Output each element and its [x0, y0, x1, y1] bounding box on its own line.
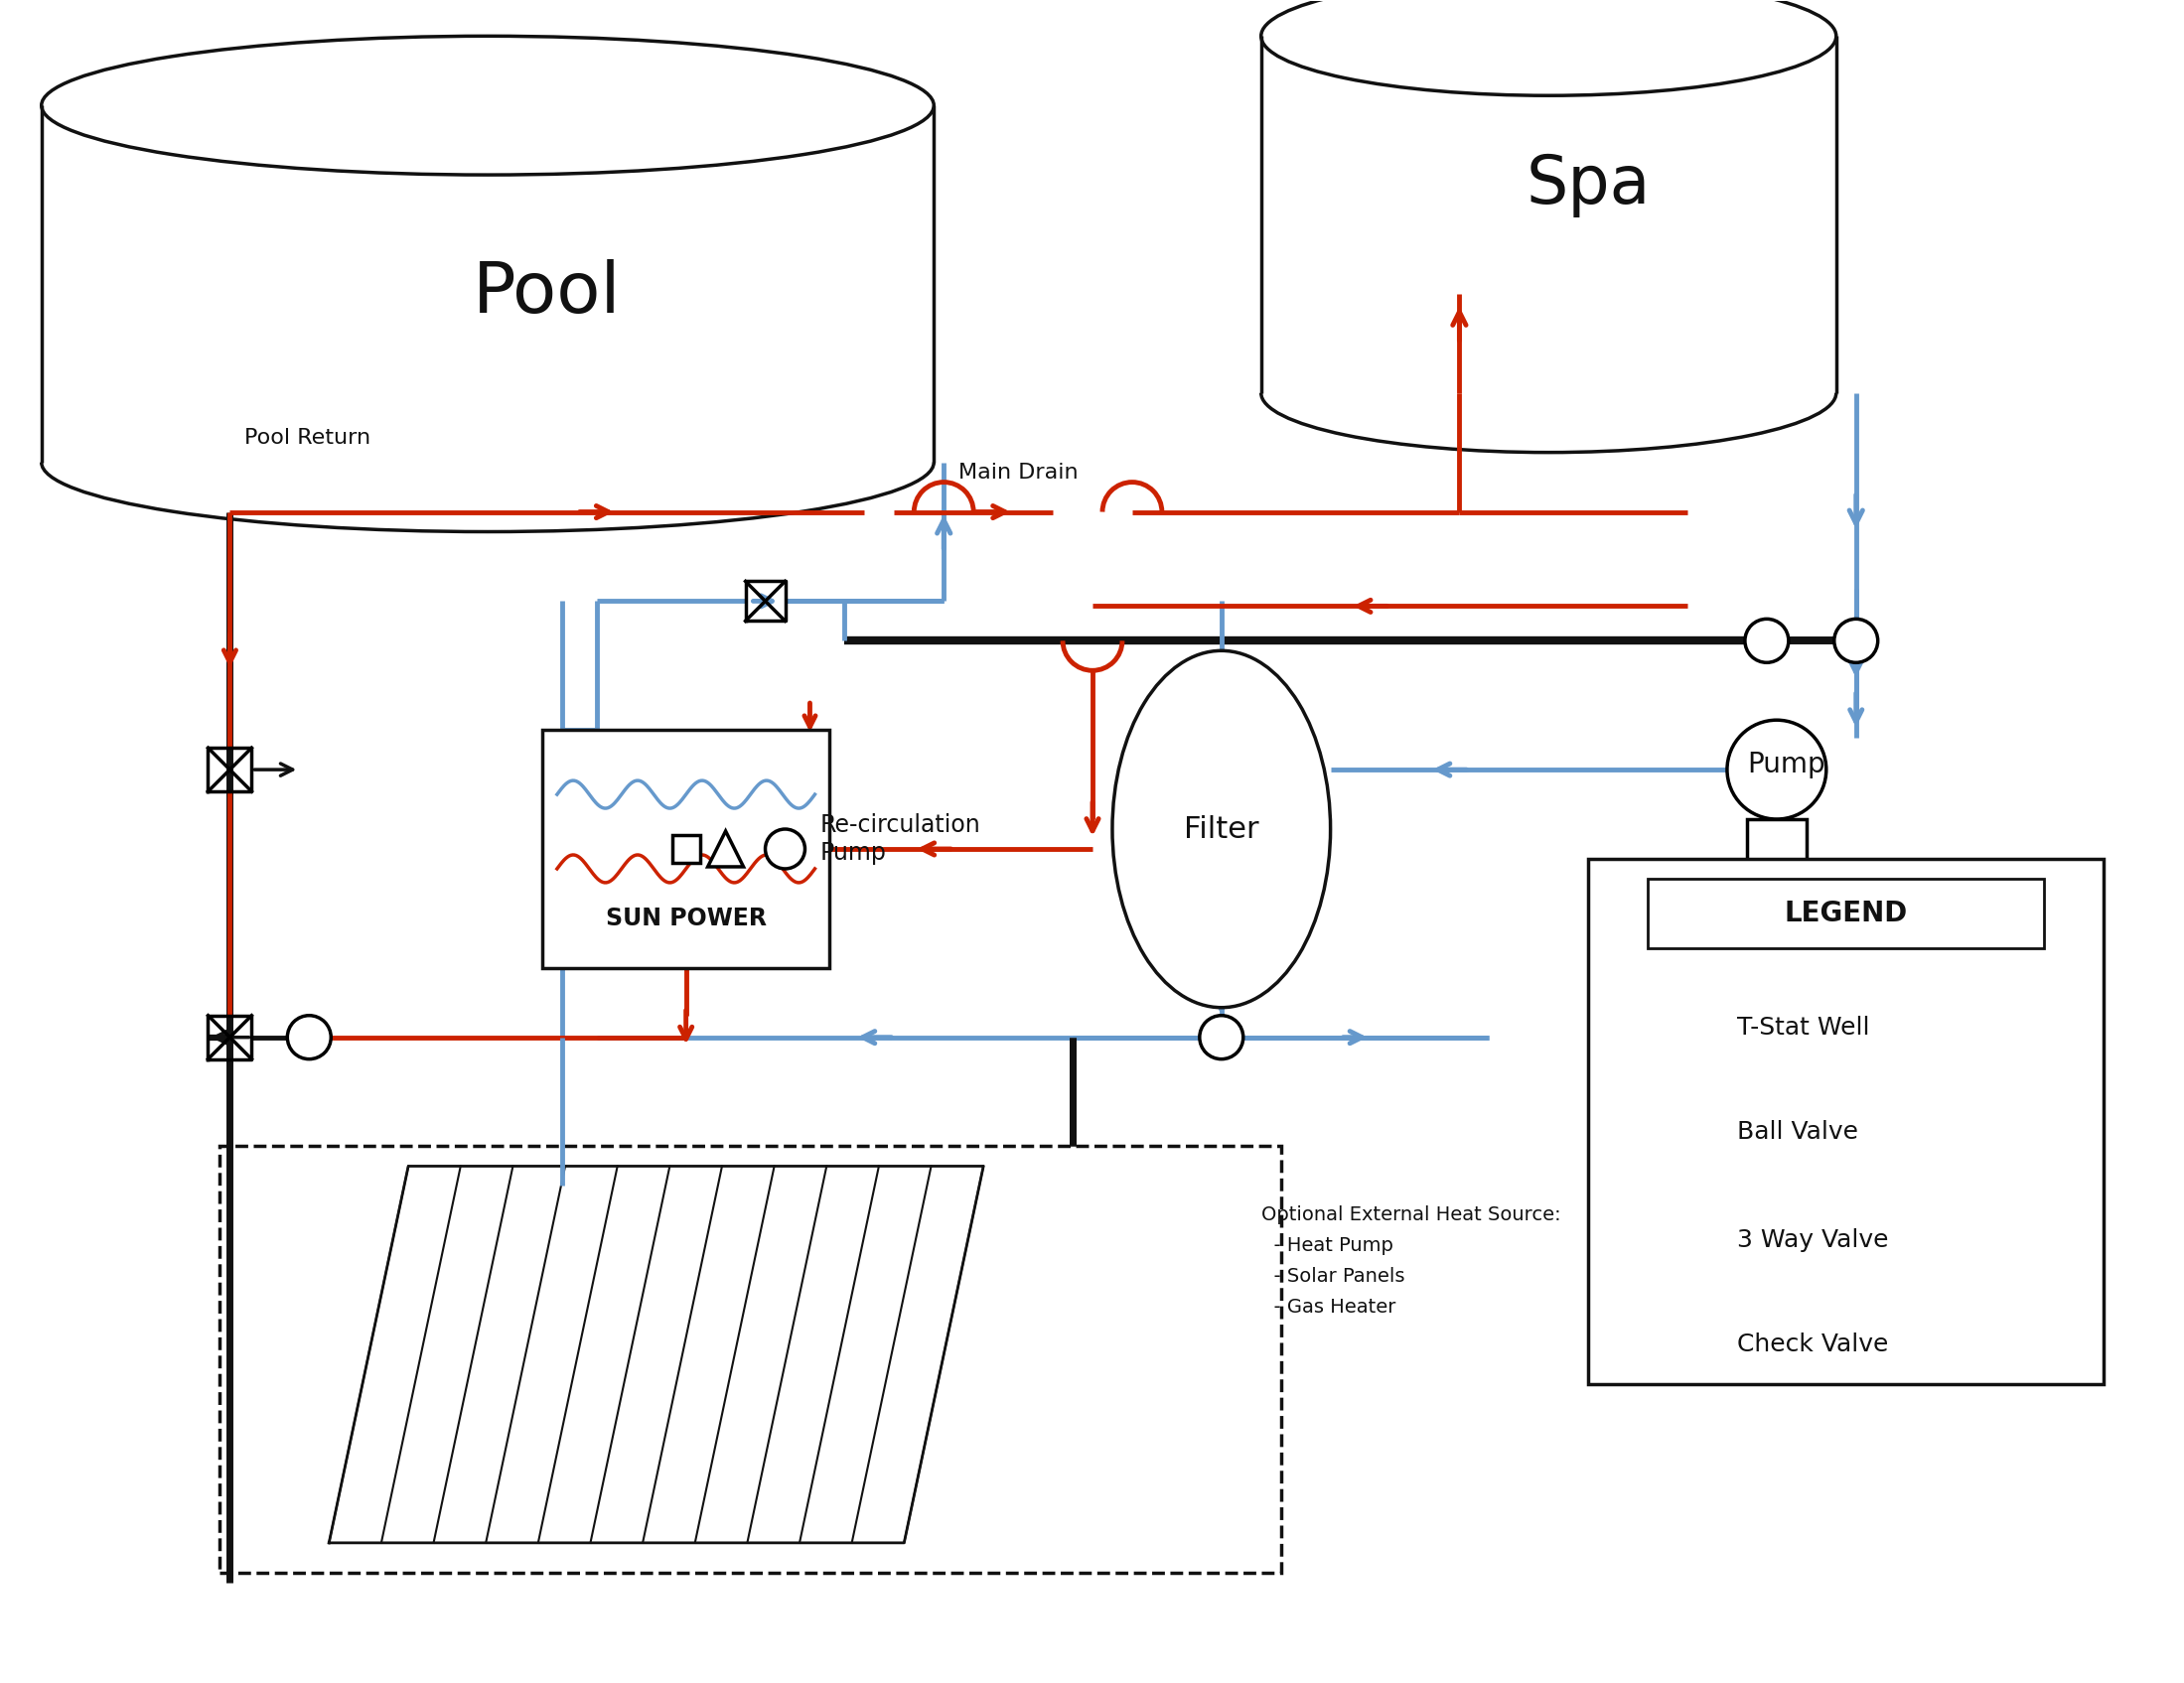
Bar — [673, 835, 699, 863]
Text: SUN POWER: SUN POWER — [605, 907, 767, 931]
Circle shape — [1728, 720, 1826, 820]
Circle shape — [1636, 1218, 1679, 1262]
Text: Pool Return: Pool Return — [245, 427, 371, 448]
Text: Ball Valve: Ball Valve — [1736, 1119, 1859, 1143]
Text: Main Drain: Main Drain — [959, 463, 1079, 481]
Ellipse shape — [1112, 651, 1330, 1008]
Text: LEGEND: LEGEND — [1784, 899, 1909, 927]
Circle shape — [1199, 1015, 1243, 1059]
Circle shape — [1745, 619, 1789, 663]
Bar — [1747, 820, 1806, 968]
Bar — [1647, 879, 2044, 948]
Bar — [1640, 1114, 1675, 1149]
Bar — [221, 1146, 1280, 1572]
Text: Spa: Spa — [1527, 151, 1651, 217]
Text: Re-circulation
Pump: Re-circulation Pump — [819, 813, 981, 865]
Polygon shape — [1636, 1005, 1679, 1049]
Polygon shape — [708, 831, 743, 867]
Text: Filter: Filter — [1184, 815, 1258, 843]
Text: 3 Way Valve: 3 Way Valve — [1736, 1229, 1889, 1252]
Text: Pump: Pump — [1747, 751, 1826, 779]
Bar — [542, 730, 830, 968]
Text: Optional External Heat Source:
  - Heat Pump
  - Solar Panels
  - Gas Heater: Optional External Heat Source: - Heat Pu… — [1260, 1205, 1562, 1318]
Circle shape — [288, 1015, 332, 1059]
Text: Pool: Pool — [474, 259, 622, 328]
Text: T-Stat Well: T-Stat Well — [1736, 1015, 1870, 1040]
Circle shape — [764, 830, 806, 868]
Bar — [1588, 858, 2103, 1383]
Circle shape — [1835, 619, 1878, 663]
Text: Check Valve: Check Valve — [1736, 1333, 1889, 1356]
